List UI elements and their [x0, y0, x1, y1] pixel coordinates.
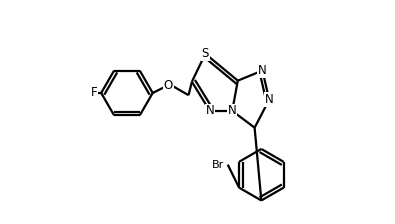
Text: N: N: [205, 104, 214, 117]
Text: N: N: [228, 104, 237, 117]
Text: N: N: [258, 64, 267, 77]
Text: S: S: [202, 47, 209, 60]
Text: N: N: [265, 93, 274, 106]
Text: O: O: [164, 79, 173, 92]
Text: F: F: [91, 86, 98, 99]
Text: Br: Br: [212, 160, 224, 170]
